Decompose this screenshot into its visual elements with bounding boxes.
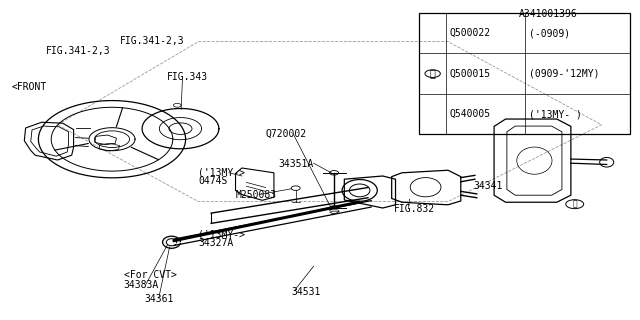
Text: 34531: 34531: [291, 287, 321, 297]
Text: 34327A: 34327A: [198, 238, 234, 248]
Text: ('13MY- ): ('13MY- ): [529, 109, 582, 119]
Text: FIG.343: FIG.343: [166, 72, 207, 83]
Text: (0909-'12MY): (0909-'12MY): [529, 68, 599, 79]
Text: Q540005: Q540005: [450, 109, 491, 119]
Text: FIG.832: FIG.832: [394, 204, 435, 214]
Text: 34383A: 34383A: [124, 280, 159, 290]
Text: FIG.341-2,3: FIG.341-2,3: [120, 36, 185, 46]
Text: 34341: 34341: [474, 181, 503, 191]
Text: <FRONT: <FRONT: [12, 82, 47, 92]
Text: ①: ①: [572, 200, 577, 209]
Text: <For CVT>: <For CVT>: [124, 270, 177, 280]
Text: (-0909): (-0909): [529, 28, 570, 38]
Ellipse shape: [166, 239, 177, 246]
Text: Q720002: Q720002: [266, 129, 307, 139]
Text: M250083: M250083: [236, 190, 276, 200]
Text: Q500015: Q500015: [450, 68, 491, 79]
Text: 34351A: 34351A: [278, 159, 314, 169]
Text: 0474S: 0474S: [198, 176, 228, 186]
Ellipse shape: [163, 236, 180, 248]
Text: ('13MY->: ('13MY->: [198, 229, 245, 239]
Text: 34361: 34361: [144, 294, 173, 304]
Text: ①: ①: [429, 68, 436, 79]
Text: ('13MY->: ('13MY->: [198, 167, 245, 177]
Text: A341001396: A341001396: [518, 9, 577, 20]
Text: FIG.341-2,3: FIG.341-2,3: [46, 45, 111, 56]
Text: Q500022: Q500022: [450, 28, 491, 38]
